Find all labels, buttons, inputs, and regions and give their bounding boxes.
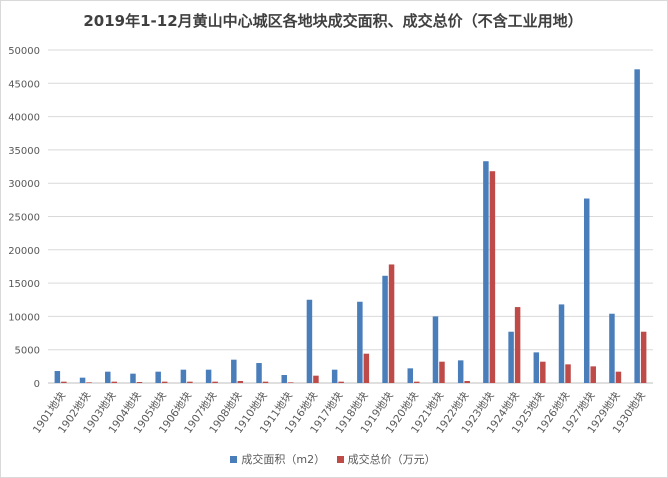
bar-price: [388, 264, 395, 383]
bar-price: [161, 381, 168, 383]
bar-price: [439, 361, 445, 383]
legend-swatch-area: [230, 455, 238, 463]
y-tick-label: 30000: [8, 179, 40, 190]
legend-item-area: 成交面积（m2）: [230, 451, 325, 467]
bar-area: [382, 275, 388, 383]
bar-price: [363, 353, 370, 383]
y-tick-label: 50000: [8, 46, 40, 57]
chart-legend: 成交面积（m2） 成交总价（万元）: [0, 451, 666, 467]
bar-price: [615, 371, 622, 383]
bar-area: [357, 301, 363, 383]
bar-price: [464, 381, 470, 383]
bar-area: [407, 368, 414, 383]
bar-area: [306, 299, 313, 383]
bar-area: [457, 360, 464, 383]
y-tick-label: 0: [34, 379, 40, 390]
bar-price: [287, 382, 294, 383]
legend-swatch-price: [336, 455, 344, 463]
bar-price: [489, 171, 496, 383]
bar-price: [640, 331, 647, 383]
bar-area: [256, 363, 262, 383]
bar-price: [61, 381, 67, 383]
bar-area: [634, 69, 640, 384]
bar-area: [331, 369, 338, 383]
bar-area: [533, 352, 540, 383]
bar-area: [105, 371, 111, 383]
bar-area: [609, 313, 615, 383]
bar-area: [583, 198, 590, 383]
bar-area: [180, 369, 187, 383]
bar-area: [508, 331, 514, 383]
bar-area: [54, 371, 61, 383]
bar-price: [187, 381, 193, 383]
y-tick-label: 10000: [8, 312, 40, 323]
bar-price: [86, 382, 92, 383]
bar-price: [540, 361, 546, 383]
y-tick-label: 20000: [8, 246, 40, 257]
bar-price: [565, 364, 571, 383]
y-tick-label: 5000: [15, 346, 40, 357]
y-tick-label: 35000: [8, 146, 40, 157]
bar-price: [212, 381, 218, 383]
y-tick-label: 45000: [8, 79, 40, 90]
legend-label-area: 成交面积（m2）: [241, 453, 326, 466]
chart-title: 2019年1-12月黄山中心城区各地块成交面积、成交总价（不含工业用地）: [83, 12, 583, 30]
y-tick-label: 40000: [8, 113, 40, 124]
bar-price: [514, 307, 521, 383]
bar-price: [313, 375, 319, 383]
legend-label-price: 成交总价（万元）: [347, 453, 436, 466]
bar-price: [262, 381, 269, 383]
bar-price: [590, 366, 596, 383]
bar-price: [111, 381, 118, 383]
bar-area: [432, 316, 439, 383]
bar-area: [205, 369, 212, 383]
bar-price: [338, 381, 344, 383]
bar-area: [558, 304, 565, 383]
bar-price: [414, 381, 420, 383]
bar-area: [155, 371, 161, 383]
bar-price: [237, 381, 244, 383]
bar-area: [130, 373, 136, 383]
y-tick-label: 15000: [8, 279, 40, 290]
legend-item-price: 成交总价（万元）: [336, 451, 436, 467]
bar-area: [79, 377, 86, 383]
y-tick-label: 25000: [8, 213, 40, 224]
bar-area: [231, 359, 237, 383]
bar-area: [281, 375, 287, 383]
bar-price: [136, 382, 143, 383]
bar-area: [483, 161, 489, 383]
